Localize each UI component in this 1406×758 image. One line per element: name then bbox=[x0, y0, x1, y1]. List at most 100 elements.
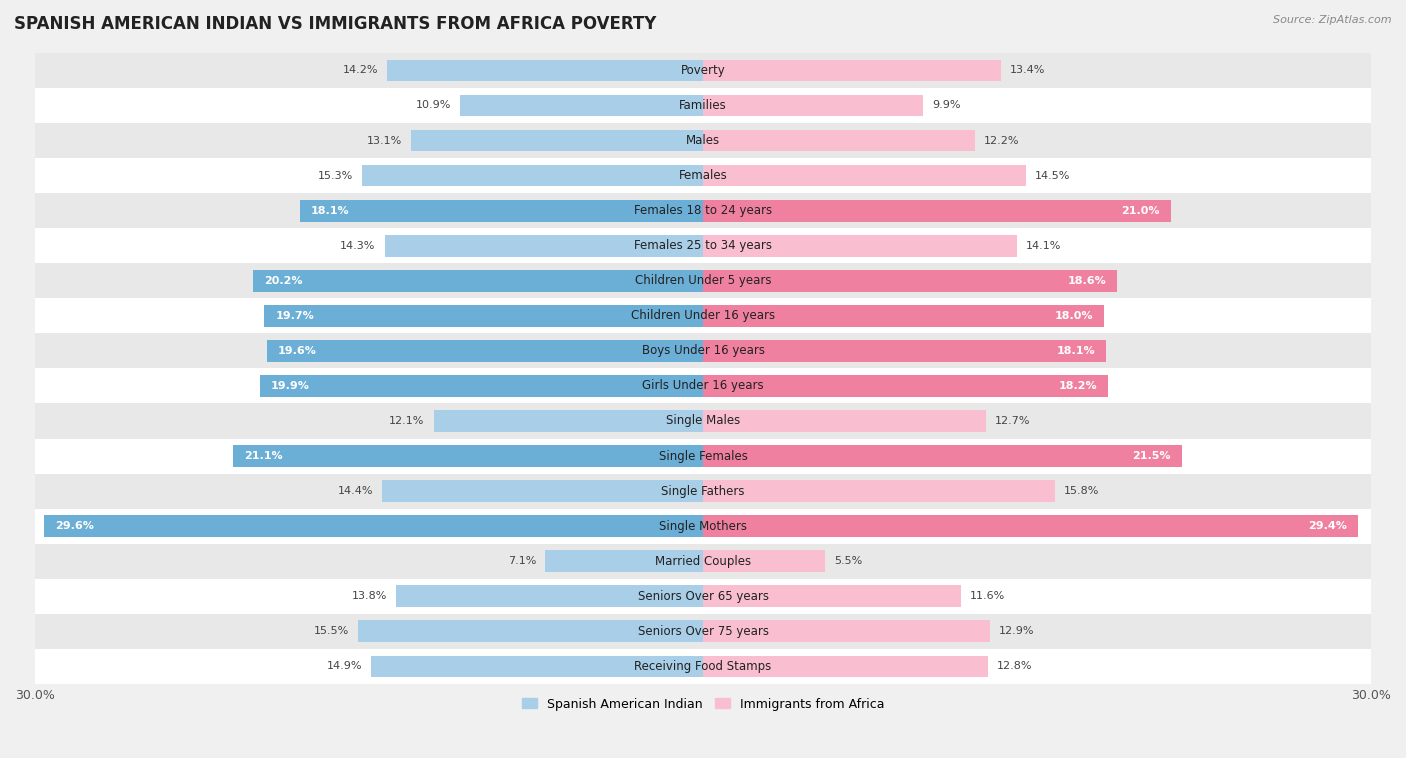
Bar bbox=[371, 656, 703, 677]
Bar bbox=[35, 228, 1371, 263]
Text: 13.4%: 13.4% bbox=[1011, 65, 1046, 76]
Bar bbox=[35, 158, 1371, 193]
Text: 12.7%: 12.7% bbox=[994, 416, 1031, 426]
Bar bbox=[385, 235, 703, 256]
Bar bbox=[382, 481, 703, 502]
Bar bbox=[35, 543, 1371, 579]
Text: 11.6%: 11.6% bbox=[970, 591, 1005, 601]
Legend: Spanish American Indian, Immigrants from Africa: Spanish American Indian, Immigrants from… bbox=[516, 693, 890, 716]
Text: 18.6%: 18.6% bbox=[1067, 276, 1107, 286]
Text: 15.8%: 15.8% bbox=[1064, 486, 1099, 496]
Bar bbox=[35, 509, 1371, 543]
Bar bbox=[299, 200, 703, 221]
Bar bbox=[35, 439, 1371, 474]
Bar bbox=[35, 334, 1371, 368]
Text: Boys Under 16 years: Boys Under 16 years bbox=[641, 344, 765, 357]
Text: 14.5%: 14.5% bbox=[1035, 171, 1070, 180]
Text: 21.0%: 21.0% bbox=[1121, 205, 1160, 216]
Text: Children Under 5 years: Children Under 5 years bbox=[634, 274, 772, 287]
Text: Seniors Over 75 years: Seniors Over 75 years bbox=[637, 625, 769, 637]
Text: 29.4%: 29.4% bbox=[1308, 522, 1347, 531]
Bar bbox=[703, 305, 1104, 327]
Bar bbox=[703, 130, 974, 152]
Bar bbox=[703, 656, 988, 677]
Bar bbox=[35, 368, 1371, 403]
Bar bbox=[703, 445, 1182, 467]
Bar bbox=[35, 579, 1371, 614]
Text: Females 25 to 34 years: Females 25 to 34 years bbox=[634, 240, 772, 252]
Bar bbox=[267, 340, 703, 362]
Bar bbox=[387, 60, 703, 81]
Text: Males: Males bbox=[686, 134, 720, 147]
Text: 13.8%: 13.8% bbox=[352, 591, 387, 601]
Bar bbox=[703, 550, 825, 572]
Text: 29.6%: 29.6% bbox=[55, 522, 94, 531]
Bar bbox=[703, 375, 1108, 396]
Bar bbox=[44, 515, 703, 537]
Bar bbox=[703, 481, 1054, 502]
Text: 21.1%: 21.1% bbox=[245, 451, 283, 461]
Bar bbox=[35, 649, 1371, 684]
Text: Receiving Food Stamps: Receiving Food Stamps bbox=[634, 660, 772, 673]
Bar bbox=[703, 270, 1118, 292]
Text: Source: ZipAtlas.com: Source: ZipAtlas.com bbox=[1274, 15, 1392, 25]
Bar bbox=[703, 60, 1001, 81]
Bar bbox=[703, 164, 1026, 186]
Bar bbox=[703, 585, 962, 607]
Bar bbox=[35, 474, 1371, 509]
Bar bbox=[460, 95, 703, 116]
Text: 14.1%: 14.1% bbox=[1026, 241, 1062, 251]
Bar bbox=[703, 200, 1171, 221]
Text: 19.6%: 19.6% bbox=[277, 346, 316, 356]
Text: 12.8%: 12.8% bbox=[997, 662, 1032, 672]
Bar bbox=[35, 299, 1371, 334]
Text: 5.5%: 5.5% bbox=[834, 556, 863, 566]
Bar bbox=[35, 193, 1371, 228]
Text: 9.9%: 9.9% bbox=[932, 101, 960, 111]
Text: 14.2%: 14.2% bbox=[343, 65, 378, 76]
Text: Married Couples: Married Couples bbox=[655, 555, 751, 568]
Text: 15.5%: 15.5% bbox=[314, 626, 349, 636]
Text: Children Under 16 years: Children Under 16 years bbox=[631, 309, 775, 322]
Text: 18.1%: 18.1% bbox=[1056, 346, 1095, 356]
Text: 15.3%: 15.3% bbox=[318, 171, 353, 180]
Bar bbox=[433, 410, 703, 432]
Bar bbox=[412, 130, 703, 152]
Bar bbox=[546, 550, 703, 572]
Text: Families: Families bbox=[679, 99, 727, 112]
Bar bbox=[359, 621, 703, 642]
Text: 19.7%: 19.7% bbox=[276, 311, 314, 321]
Bar bbox=[264, 305, 703, 327]
Text: 18.0%: 18.0% bbox=[1054, 311, 1092, 321]
Text: Girls Under 16 years: Girls Under 16 years bbox=[643, 380, 763, 393]
Text: 14.9%: 14.9% bbox=[326, 662, 363, 672]
Bar bbox=[35, 263, 1371, 299]
Text: 14.3%: 14.3% bbox=[340, 241, 375, 251]
Bar bbox=[233, 445, 703, 467]
Bar bbox=[703, 340, 1107, 362]
Bar bbox=[35, 403, 1371, 439]
Bar bbox=[35, 614, 1371, 649]
Bar bbox=[363, 164, 703, 186]
Text: Seniors Over 65 years: Seniors Over 65 years bbox=[637, 590, 769, 603]
Text: 10.9%: 10.9% bbox=[416, 101, 451, 111]
Bar bbox=[35, 123, 1371, 158]
Text: Single Males: Single Males bbox=[666, 415, 740, 428]
Text: SPANISH AMERICAN INDIAN VS IMMIGRANTS FROM AFRICA POVERTY: SPANISH AMERICAN INDIAN VS IMMIGRANTS FR… bbox=[14, 15, 657, 33]
Text: 7.1%: 7.1% bbox=[508, 556, 536, 566]
Text: 12.9%: 12.9% bbox=[1000, 626, 1035, 636]
Text: 19.9%: 19.9% bbox=[271, 381, 309, 391]
Bar bbox=[35, 53, 1371, 88]
Text: 13.1%: 13.1% bbox=[367, 136, 402, 146]
Text: Single Fathers: Single Fathers bbox=[661, 484, 745, 497]
Text: 18.2%: 18.2% bbox=[1059, 381, 1097, 391]
Bar bbox=[253, 270, 703, 292]
Text: Poverty: Poverty bbox=[681, 64, 725, 77]
Bar bbox=[35, 88, 1371, 123]
Text: Single Mothers: Single Mothers bbox=[659, 520, 747, 533]
Text: 21.5%: 21.5% bbox=[1132, 451, 1171, 461]
Text: 14.4%: 14.4% bbox=[337, 486, 374, 496]
Text: Single Females: Single Females bbox=[658, 449, 748, 462]
Text: 18.1%: 18.1% bbox=[311, 205, 350, 216]
Bar bbox=[703, 235, 1017, 256]
